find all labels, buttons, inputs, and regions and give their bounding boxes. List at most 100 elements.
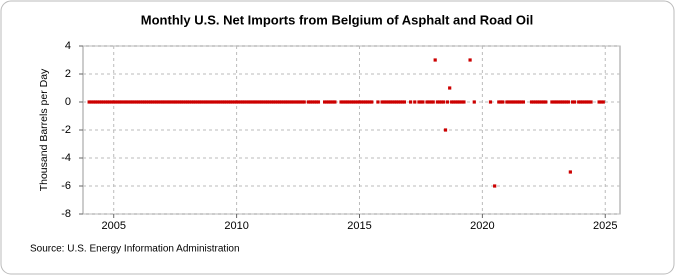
data-point: [206, 100, 210, 104]
data-point: [560, 100, 564, 104]
data-point: [437, 100, 441, 104]
data-point: [519, 100, 523, 104]
data-point: [265, 100, 269, 104]
data-point: [577, 100, 581, 104]
data-point: [279, 100, 284, 104]
data-point: [450, 100, 454, 104]
data-point: [122, 100, 126, 104]
data-point: [331, 100, 335, 104]
data-point: [114, 100, 118, 104]
data-point: [540, 100, 544, 104]
data-point: [284, 100, 288, 104]
data-point: [308, 100, 312, 104]
data-point: [298, 100, 302, 104]
data-point: [531, 100, 536, 104]
data-point: [255, 100, 259, 104]
data-point: [413, 100, 417, 104]
data-point: [550, 100, 554, 104]
data-point: [95, 100, 99, 104]
data-point: [236, 100, 241, 104]
data-point: [104, 100, 108, 104]
data-point: [218, 100, 222, 104]
data-point: [185, 100, 190, 104]
data-point: [402, 100, 407, 104]
data-point: [87, 100, 91, 104]
data-point: [599, 100, 603, 104]
data-point: [493, 184, 497, 188]
data-point: [226, 100, 231, 104]
data-point: [568, 170, 572, 174]
data-point: [521, 100, 526, 104]
data-point: [499, 100, 503, 104]
data-point: [247, 100, 251, 104]
data-point: [362, 100, 366, 104]
data-point: [263, 100, 267, 104]
data-point: [273, 100, 278, 104]
data-point: [89, 100, 93, 104]
data-point: [343, 100, 347, 104]
data-point: [269, 100, 274, 104]
data-point: [251, 100, 255, 104]
data-point: [345, 100, 349, 104]
data-point: [441, 100, 446, 104]
data-point: [544, 100, 548, 104]
data-point: [579, 100, 583, 104]
data-point: [329, 100, 333, 104]
data-point: [314, 100, 319, 104]
data-point: [458, 100, 462, 104]
y-axis-label: Thousand Barrels per Day: [38, 68, 50, 191]
data-point: [138, 100, 142, 104]
data-point: [245, 100, 249, 104]
data-point: [409, 100, 413, 104]
data-point: [339, 100, 343, 104]
data-point: [341, 100, 345, 104]
data-point: [515, 100, 519, 104]
data-point: [259, 100, 263, 104]
data-point: [425, 100, 429, 104]
data-point: [421, 100, 425, 104]
data-point: [181, 100, 185, 104]
data-point: [454, 100, 458, 104]
data-point: [570, 100, 575, 104]
data-point: [556, 100, 560, 104]
data-point: [243, 100, 247, 104]
data-point: [583, 100, 587, 104]
data-point: [427, 100, 431, 104]
data-point: [380, 100, 384, 104]
data-point: [257, 100, 261, 104]
data-point: [120, 100, 124, 104]
data-point: [417, 100, 421, 104]
data-point: [585, 100, 589, 104]
data-point: [116, 100, 120, 104]
data-point: [167, 100, 171, 104]
data-point: [230, 100, 235, 104]
data-point: [214, 100, 218, 104]
data-point: [538, 100, 542, 104]
data-point: [173, 100, 177, 104]
data-point: [175, 100, 179, 104]
data-point: [357, 100, 362, 104]
data-point: [376, 100, 380, 104]
data-point: [228, 100, 233, 104]
data-point: [509, 100, 513, 104]
data-point: [118, 100, 122, 104]
data-point: [190, 100, 194, 104]
data-point: [327, 100, 331, 104]
data-point: [587, 100, 591, 104]
data-point: [91, 100, 95, 104]
data-point: [517, 100, 521, 104]
data-point: [349, 100, 353, 104]
data-point: [370, 100, 374, 104]
data-point: [267, 100, 271, 104]
data-point: [294, 100, 298, 104]
data-point: [222, 100, 226, 104]
data-point: [105, 100, 110, 104]
data-point: [253, 100, 257, 104]
data-point: [136, 100, 140, 104]
data-point: [364, 100, 368, 104]
data-point: [347, 100, 351, 104]
data-point: [310, 100, 314, 104]
y-tick-label: 4: [65, 40, 71, 52]
data-point: [126, 100, 130, 104]
